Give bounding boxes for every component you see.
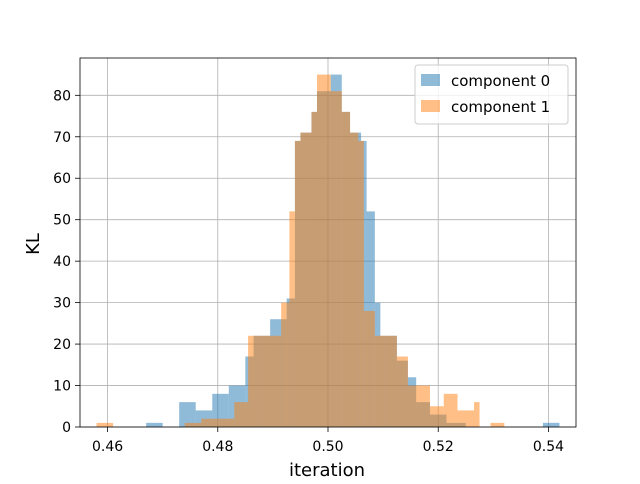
histogram-bar [289,211,295,427]
histogram-bar [201,418,221,427]
y-tick-label: 70 [53,130,71,146]
histogram-bar [385,335,397,427]
histogram-bar [457,410,475,427]
histogram-bar [341,111,351,428]
y-axis-label: KL [23,233,44,255]
histogram-bar [350,132,359,427]
histogram-bar [281,302,290,427]
series-1-bars [96,74,505,428]
histogram-bar [330,91,342,427]
histogram-bar [474,402,480,427]
legend: component 0 component 1 [414,64,569,125]
x-tick-label: 0.48 [202,439,233,455]
histogram-bar [374,335,386,427]
histogram-bar [294,140,301,428]
axes-layer: 0.46 0.48 0.50 0.52 0.54 0 10 20 30 40 50 60 70 80 [53,57,577,455]
histogram-bar [300,132,312,427]
x-tick-label: 0.50 [312,439,343,455]
histogram-bar [363,310,375,427]
y-tick-label: 60 [53,171,71,187]
y-tick-label: 0 [62,420,71,436]
y-tick-label: 40 [53,254,71,270]
y-tick-label: 10 [53,379,71,395]
y-tick-label: 30 [53,296,71,312]
x-axis-label: iteration [289,460,365,480]
histogram-bar [146,422,163,427]
x-tick-label: 0.46 [92,439,123,455]
histogram-bar [259,335,282,427]
histogram-bar [234,402,249,427]
histogram-bar [443,393,458,427]
y-tick-label: 20 [53,337,71,353]
histogram-bar [429,406,444,427]
histogram-bar [358,140,364,428]
legend-box [414,64,569,125]
x-tick-label: 0.52 [423,439,454,455]
histogram-bar [184,422,202,427]
histogram-bar [542,422,560,427]
histogram-bar [311,111,317,428]
histogram-bar [96,422,114,427]
histogram-bar [179,402,196,427]
histogram-bar [220,418,235,427]
legend-label: component 0 [451,72,550,90]
y-tick-label: 80 [53,88,71,104]
bars-layer [96,74,560,428]
legend-label: component 1 [451,98,550,116]
y-tick-label: 50 [53,213,71,229]
x-tick-label: 0.54 [533,439,564,455]
histogram-bar [490,422,505,427]
histogram-bar [248,335,260,427]
histogram-bar [361,140,367,428]
histogram-bar [396,356,408,427]
histogram-bar [316,74,331,428]
legend-swatch [421,74,440,86]
legend-swatch [421,100,440,112]
histogram-bar [407,385,430,427]
